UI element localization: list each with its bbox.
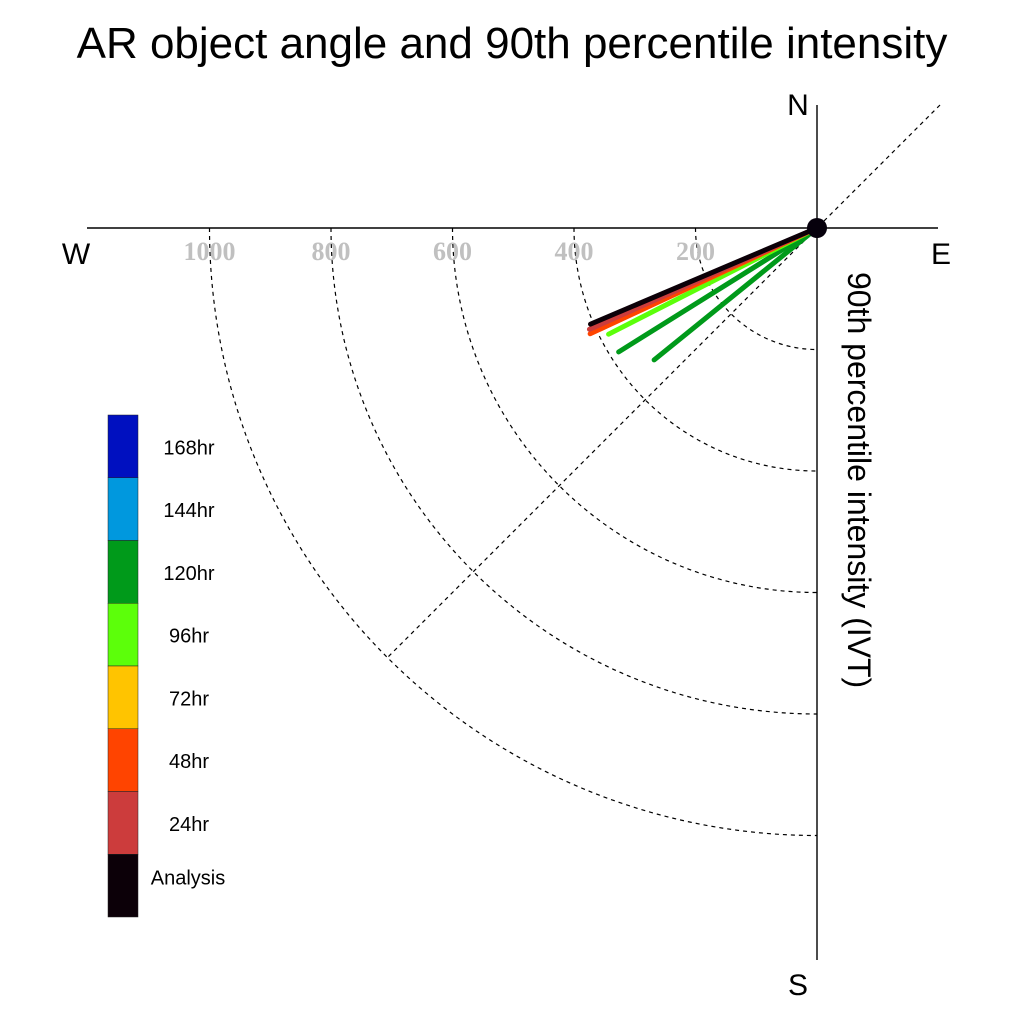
- series-line-120hr: [616, 225, 820, 355]
- legend-label-120hr: 120hr: [163, 563, 214, 585]
- radial-tick-labels: 1000 800 600 400 200: [184, 237, 716, 266]
- grid-ring-200: [694, 227, 818, 351]
- grid-diagonal: [387, 104, 941, 658]
- legend-swatch-96hr: [107, 603, 139, 667]
- chart-title: AR object angle and 90th percentile inte…: [77, 19, 948, 68]
- legend-label-144hr: 144hr: [163, 500, 214, 522]
- grid-ring-1000: [208, 227, 818, 837]
- y-axis-label: 90th percentile intensity (IVT): [841, 272, 877, 688]
- compass-north-label: N: [787, 89, 809, 122]
- legend-swatch-48hr: [107, 728, 139, 792]
- legend-label-analysis: Analysis: [151, 868, 225, 890]
- legend-swatch-analysis: [107, 854, 139, 918]
- series-line-120hr: [651, 225, 820, 363]
- series-line-analysis: [588, 225, 820, 327]
- legend-swatch-24hr: [107, 791, 139, 855]
- tick-label-200: 200: [676, 237, 715, 266]
- legend-label-72hr: 72hr: [169, 688, 209, 710]
- tick-label-800: 800: [312, 237, 351, 266]
- legend-label-96hr: 96hr: [169, 626, 209, 648]
- tick-label-1000: 1000: [184, 237, 236, 266]
- center-point: [807, 218, 827, 238]
- grid-ring-800: [330, 227, 818, 715]
- radial-grid: [208, 104, 941, 837]
- legend-label-168hr: 168hr: [163, 437, 214, 459]
- tick-label-600: 600: [433, 237, 472, 266]
- legend-swatch-72hr: [107, 665, 139, 729]
- legend-label-48hr: 48hr: [169, 751, 209, 773]
- compass-east-label: E: [931, 238, 951, 271]
- legend-label-24hr: 24hr: [169, 814, 209, 836]
- compass-west-label: W: [62, 238, 91, 271]
- series-lines: [586, 225, 820, 363]
- tick-label-400: 400: [555, 237, 594, 266]
- legend-swatch-144hr: [107, 477, 139, 541]
- legend-swatch-120hr: [107, 540, 139, 604]
- compass-south-label: S: [788, 969, 808, 1002]
- legend: 168hr 144hr 120hr 96hr 72hr 48hr 24hr Analysis: [107, 414, 225, 918]
- legend-swatch-168hr: [107, 414, 139, 478]
